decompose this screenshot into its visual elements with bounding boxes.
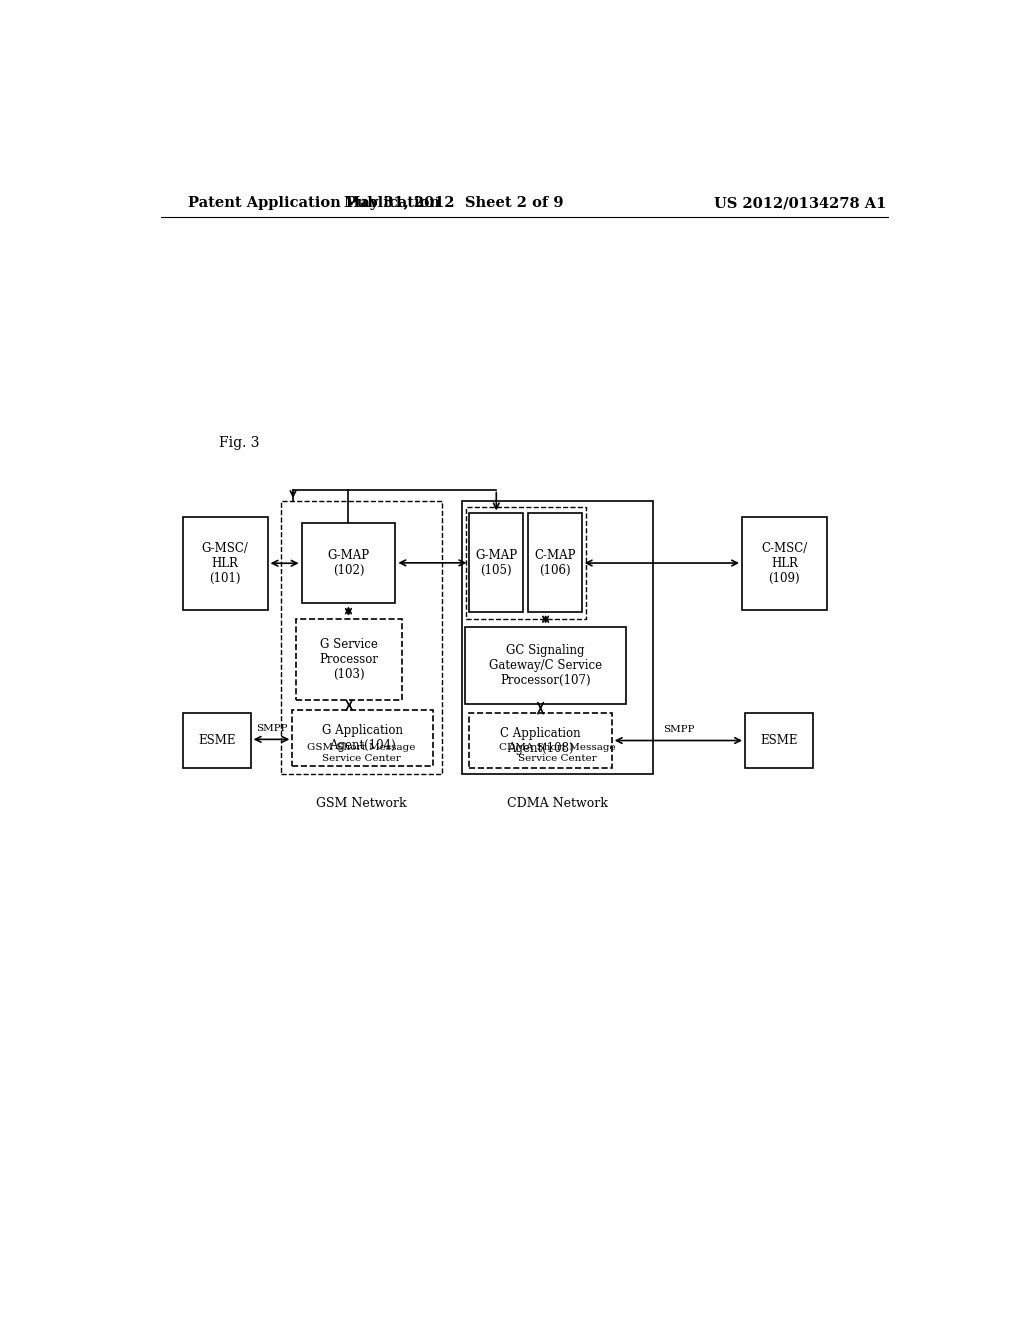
Text: Fig. 3: Fig. 3 bbox=[219, 437, 260, 450]
Text: Patent Application Publication: Patent Application Publication bbox=[188, 197, 440, 210]
Text: May 31, 2012  Sheet 2 of 9: May 31, 2012 Sheet 2 of 9 bbox=[344, 197, 563, 210]
Text: GSM Short Message
Service Center: GSM Short Message Service Center bbox=[307, 743, 416, 763]
Text: G-MAP
(102): G-MAP (102) bbox=[328, 549, 370, 577]
Text: C-MAP
(106): C-MAP (106) bbox=[535, 549, 575, 577]
Text: G Application
Agent(104): G Application Agent(104) bbox=[323, 725, 403, 752]
Text: CDMA Short Message
Service Center: CDMA Short Message Service Center bbox=[499, 743, 615, 763]
Text: SMPP: SMPP bbox=[256, 725, 287, 733]
Text: ESME: ESME bbox=[198, 734, 236, 747]
Bar bbox=[528, 513, 582, 612]
Bar bbox=[469, 713, 611, 768]
Bar bbox=[745, 713, 813, 768]
Bar bbox=[296, 619, 402, 700]
Bar bbox=[183, 713, 251, 768]
Text: ESME: ESME bbox=[760, 734, 798, 747]
Text: G Service
Processor
(103): G Service Processor (103) bbox=[319, 638, 379, 681]
Bar bbox=[742, 517, 826, 610]
Bar bbox=[301, 523, 395, 603]
Bar bbox=[183, 517, 267, 610]
Text: US 2012/0134278 A1: US 2012/0134278 A1 bbox=[715, 197, 887, 210]
Bar bbox=[292, 710, 433, 766]
Text: C-MSC/
HLR
(109): C-MSC/ HLR (109) bbox=[761, 543, 807, 585]
Bar bbox=[282, 502, 441, 775]
Bar bbox=[466, 507, 587, 619]
Text: SMPP: SMPP bbox=[663, 726, 694, 734]
Text: G-MAP
(105): G-MAP (105) bbox=[475, 549, 517, 577]
Text: CDMA Network: CDMA Network bbox=[507, 797, 607, 810]
Bar bbox=[469, 513, 523, 612]
Bar bbox=[462, 502, 652, 775]
Text: GSM Network: GSM Network bbox=[316, 797, 407, 810]
Text: C Application
Agent(108): C Application Agent(108) bbox=[501, 726, 581, 755]
Text: G-MSC/
HLR
(101): G-MSC/ HLR (101) bbox=[202, 543, 249, 585]
Text: GC Signaling
Gateway/C Service
Processor(107): GC Signaling Gateway/C Service Processor… bbox=[489, 644, 602, 686]
Bar bbox=[465, 627, 627, 704]
